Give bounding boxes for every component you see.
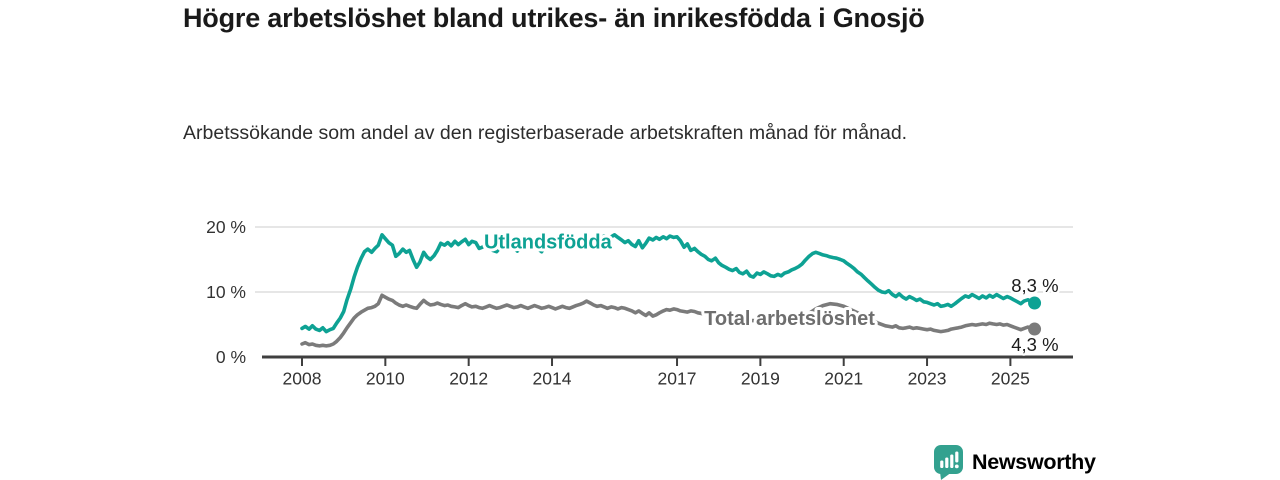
- x-tick-label: 2019: [741, 369, 780, 389]
- barchart-pin-icon: [934, 445, 963, 480]
- series-lines: [300, 233, 1037, 348]
- x-tick-label: 2008: [283, 369, 322, 389]
- y-tick-label: 0 %: [216, 347, 246, 367]
- x-axis: [262, 355, 1073, 366]
- end-dots: [1028, 296, 1042, 336]
- y-tick-label: 10 %: [206, 282, 246, 302]
- page-title: Högre arbetslöshet bland utrikes- än inr…: [183, 3, 925, 33]
- series-line-0: [300, 233, 1037, 334]
- newsworthy-logo[interactable]: Newsworthy: [933, 444, 1096, 480]
- x-tick-label: 2010: [366, 369, 405, 389]
- x-tick-label: 2025: [991, 369, 1030, 389]
- series-label-utlandsfodda: Utlandsfödda: [484, 231, 613, 253]
- x-tick-label: 2023: [908, 369, 947, 389]
- x-tick-label: 2012: [449, 369, 488, 389]
- gridlines: [255, 226, 1073, 293]
- series-line-1: [300, 293, 1037, 348]
- series-end-dot-0: [1028, 296, 1042, 310]
- newsworthy-logo-text: Newsworthy: [972, 450, 1096, 474]
- x-tick-label: 2021: [824, 369, 863, 389]
- x-tick-label: 2017: [658, 369, 697, 389]
- y-tick-label: 20 %: [206, 217, 246, 237]
- page-subtitle: Arbetssökande som andel av den registerb…: [183, 122, 908, 144]
- x-axis-labels: 2008 2010 2012 2014 2017 2019 2021 2023 2025: [283, 369, 1030, 389]
- end-value-label-utlandsfodda: 8,3 %: [1011, 275, 1058, 296]
- series-label-total-arbetsloshet: Total arbetslöshet: [704, 308, 875, 330]
- series-end-dot-1: [1028, 322, 1042, 336]
- y-axis-labels: 0 % 10 % 20 %: [206, 217, 246, 367]
- x-tick-label: 2014: [533, 369, 572, 389]
- end-value-label-total-arbetsloshet: 4,3 %: [1011, 334, 1058, 355]
